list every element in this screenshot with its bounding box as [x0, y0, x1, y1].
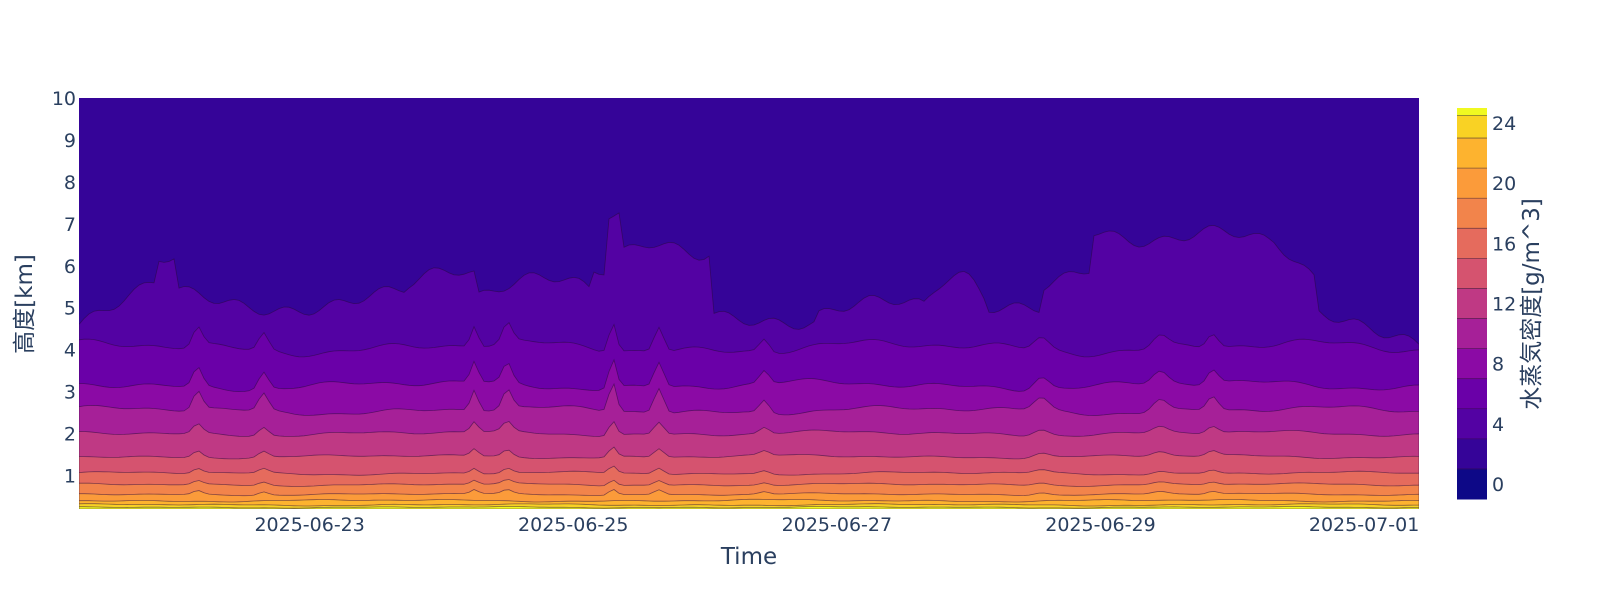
y-tick-label: 3 — [64, 382, 76, 404]
colorbar-segment — [1457, 108, 1487, 117]
colorbar-segment — [1457, 258, 1487, 289]
colorbar-segment — [1457, 348, 1487, 380]
colorbar-segment — [1457, 288, 1487, 320]
colorbar-title: 水蒸気密度[g/m^3] — [1519, 198, 1545, 410]
y-tick-label: 7 — [64, 214, 76, 236]
colorbar-tick-label: 16 — [1492, 233, 1516, 255]
colorbar-segment — [1457, 168, 1487, 199]
y-axis-title: 高度[km] — [12, 254, 38, 354]
x-tick-label: 2025-06-23 — [254, 514, 364, 536]
colorbar-segment — [1457, 468, 1487, 500]
colorbar-ticks: 0 4 8 12 16 20 24 — [1492, 113, 1516, 496]
y-tick-label: 9 — [64, 130, 76, 152]
y-tick-label: 2 — [64, 424, 76, 446]
colorbar-tick-label: 0 — [1492, 474, 1504, 496]
colorbar-segment — [1457, 198, 1487, 229]
y-tick-label: 6 — [64, 256, 76, 278]
y-tick-label: 5 — [64, 298, 76, 320]
colorbar-tick-label: 12 — [1492, 294, 1516, 316]
colorbar-tick-label: 8 — [1492, 354, 1504, 376]
y-tick-label: 8 — [64, 172, 76, 194]
colorbar-segment — [1457, 378, 1487, 410]
colorbar-tick-label: 20 — [1492, 173, 1516, 195]
y-tick-label: 1 — [64, 465, 76, 487]
colorbar-segment — [1457, 115, 1487, 139]
colorbar-segment — [1457, 138, 1487, 169]
x-tick-label: 2025-06-25 — [518, 514, 628, 536]
colorbar-segment — [1457, 318, 1487, 350]
x-tick-label: 2025-07-01 — [1309, 514, 1419, 536]
plot-area — [79, 98, 1419, 509]
y-tick-label: 4 — [64, 340, 76, 362]
x-axis-title: Time — [720, 544, 777, 570]
colorbar — [1457, 108, 1487, 500]
x-axis: 2025-06-23 2025-06-25 2025-06-27 2025-06-29… — [254, 514, 1419, 536]
colorbar-segment — [1457, 228, 1487, 259]
colorbar-segment — [1457, 438, 1487, 470]
colorbar-tick-label: 4 — [1492, 414, 1504, 436]
y-tick-label: 10 — [52, 88, 76, 110]
colorbar-tick-label: 24 — [1492, 113, 1516, 135]
colorbar-segment — [1457, 408, 1487, 440]
x-tick-label: 2025-06-29 — [1045, 514, 1155, 536]
contour-band-12 — [79, 506, 1419, 509]
x-tick-label: 2025-06-27 — [782, 514, 892, 536]
y-axis: 1 2 3 4 5 6 7 8 9 10 — [52, 88, 76, 487]
